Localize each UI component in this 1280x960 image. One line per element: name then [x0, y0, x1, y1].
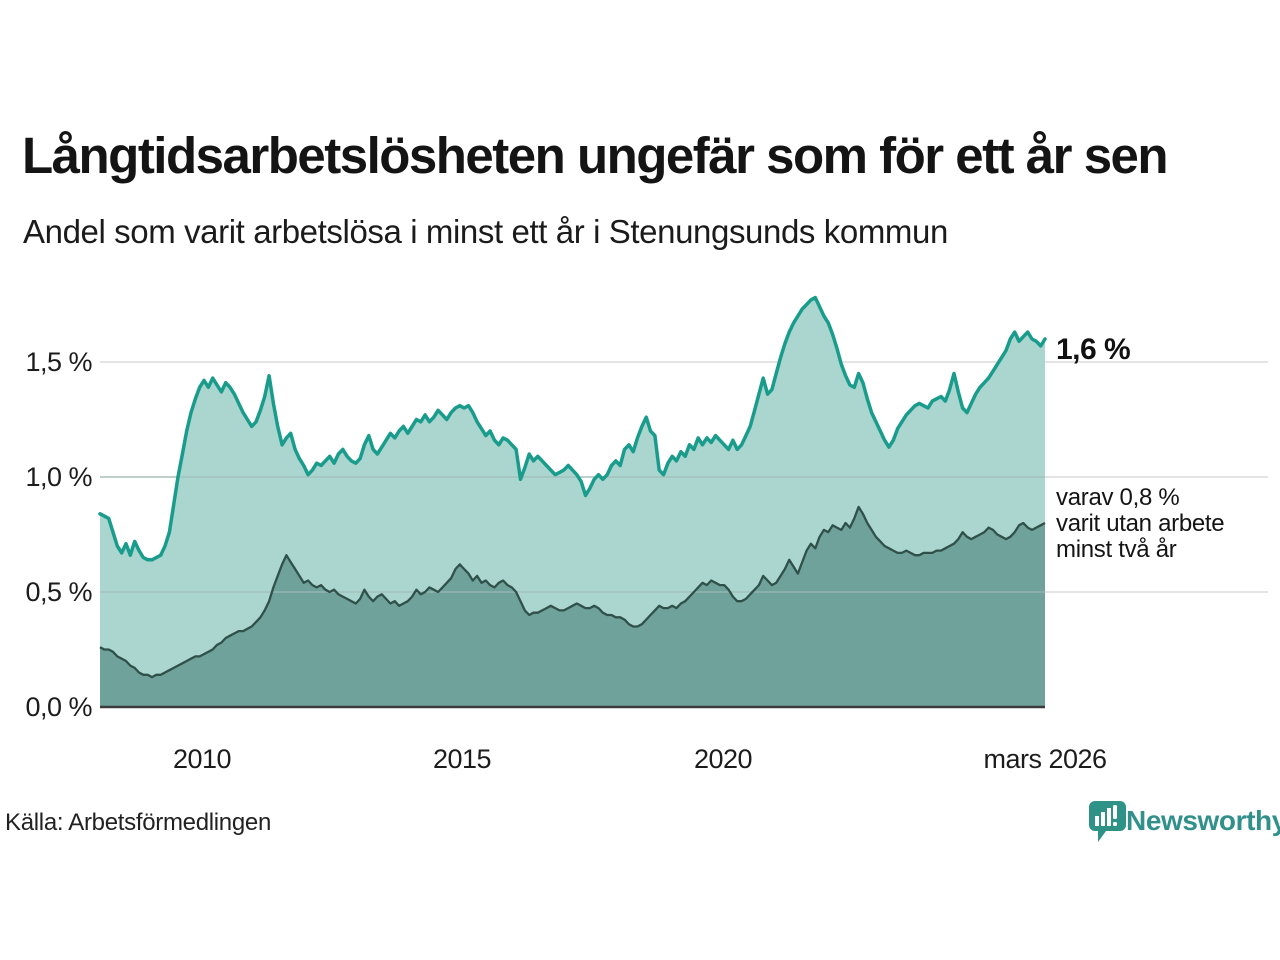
brand-wordmark: Newsworthy	[1126, 805, 1280, 836]
bar-2	[1101, 812, 1105, 826]
secondary-series-label-line3: minst två år	[1056, 536, 1177, 563]
chart-subtitle: Andel som varit arbetslösa i minst ett å…	[23, 213, 948, 250]
x-tick-2010: 2010	[172, 744, 232, 774]
series-two-years-line	[99, 505, 1046, 679]
bar-3	[1107, 808, 1111, 826]
x-tick-mars-2026: mars 2026	[983, 744, 1107, 774]
gridlines-overlay	[100, 476, 1045, 593]
secondary-series-label: varav 0,8 % varit utan arbete minst två …	[1056, 484, 1225, 563]
y-tick-0-5: 0,5 %	[25, 577, 92, 607]
secondary-series-label-line1: varav 0,8 %	[1056, 484, 1180, 511]
x-tick-2020: 2020	[693, 744, 753, 774]
exclamation-bar	[1113, 805, 1117, 819]
y-tick-0-0: 0,0 %	[25, 692, 92, 722]
y-tick-1-0: 1,0 %	[25, 462, 92, 492]
secondary-series-label-line2: varit utan arbete	[1056, 510, 1225, 537]
series-total-line	[98, 295, 1047, 562]
x-tick-2015: 2015	[432, 744, 492, 774]
y-tick-1-5: 1,5 %	[25, 347, 92, 377]
source-credit: Källa: Arbetsförmedlingen	[5, 809, 271, 836]
page-title: Långtidsarbetslösheten ungefär som för e…	[22, 127, 1169, 184]
brand-logo: Newsworthy	[1087, 800, 1280, 846]
exclamation-dot	[1113, 822, 1117, 826]
newsworthy-bubble-icon	[1089, 801, 1126, 842]
end-value-label: 1,6 %	[1056, 333, 1131, 366]
bar-1	[1095, 816, 1099, 826]
